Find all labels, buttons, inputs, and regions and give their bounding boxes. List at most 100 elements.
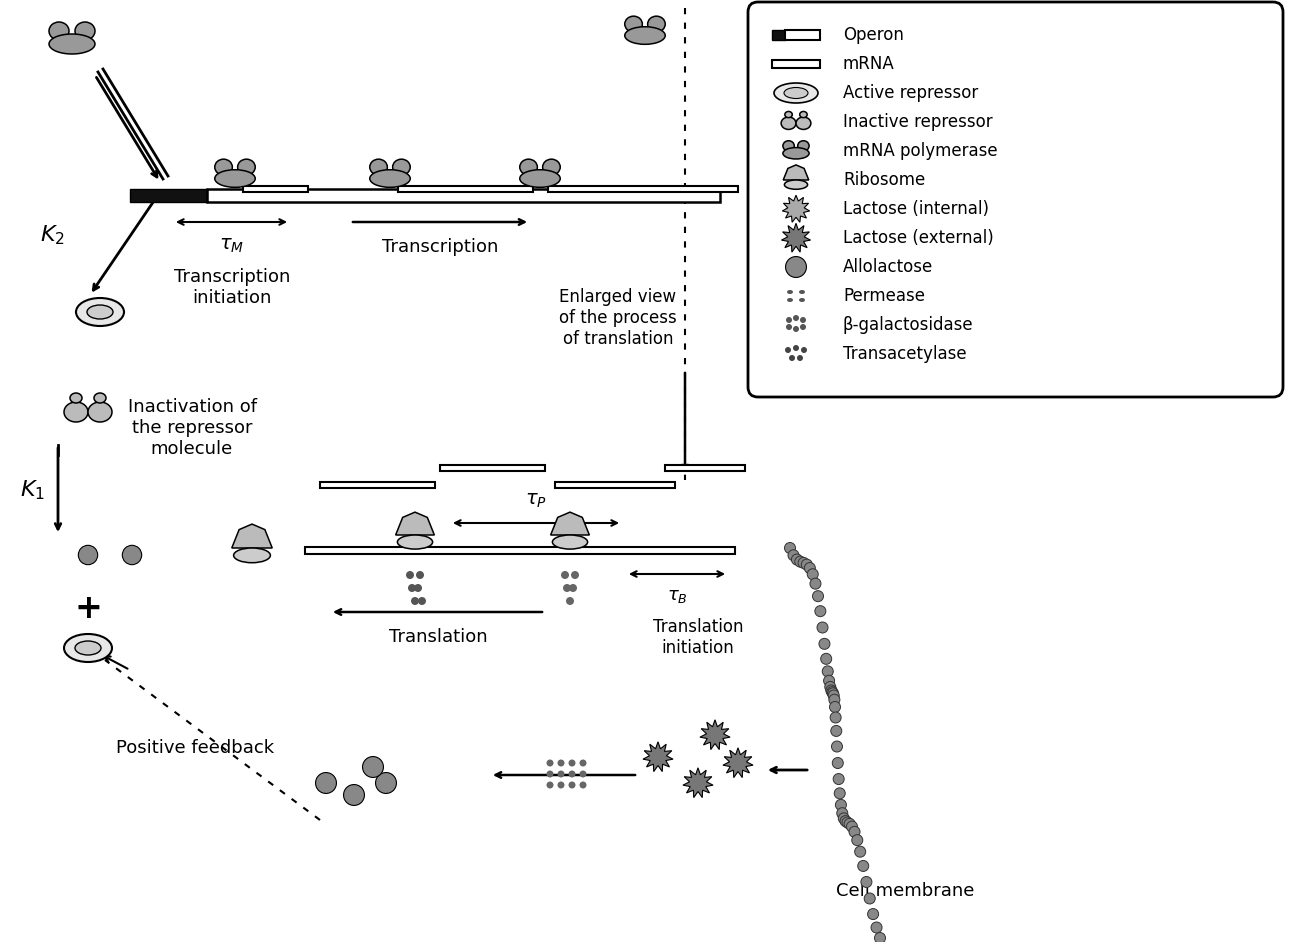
Circle shape [807, 569, 818, 579]
Text: Active repressor: Active repressor [843, 84, 979, 102]
Circle shape [791, 554, 803, 565]
Polygon shape [723, 748, 753, 777]
Ellipse shape [86, 305, 114, 319]
Circle shape [802, 560, 812, 570]
Text: Inactivation of
the repressor
molecule: Inactivation of the repressor molecule [128, 398, 257, 458]
Circle shape [785, 543, 795, 554]
Bar [547, 186, 738, 192]
Polygon shape [683, 768, 713, 798]
Ellipse shape [214, 170, 256, 187]
Circle shape [817, 622, 828, 633]
Circle shape [800, 317, 806, 323]
Ellipse shape [398, 535, 432, 549]
Text: Transacetylase: Transacetylase [843, 345, 967, 363]
Circle shape [568, 782, 576, 788]
Circle shape [416, 571, 423, 579]
Circle shape [826, 687, 838, 698]
Circle shape [569, 584, 577, 592]
Text: $K_1$: $K_1$ [19, 479, 44, 502]
Circle shape [580, 759, 586, 767]
Circle shape [793, 326, 799, 332]
Circle shape [546, 782, 554, 788]
Text: Enlarged view
of the process
of translation: Enlarged view of the process of translat… [559, 288, 676, 348]
Ellipse shape [542, 159, 560, 175]
Circle shape [565, 597, 574, 605]
Bar [555, 482, 675, 488]
Circle shape [828, 688, 839, 699]
Ellipse shape [799, 111, 807, 118]
Circle shape [842, 817, 853, 828]
Circle shape [797, 355, 803, 361]
Text: Positive feedback: Positive feedback [116, 739, 274, 757]
Circle shape [580, 782, 586, 788]
Circle shape [834, 788, 846, 799]
Ellipse shape [553, 535, 587, 549]
Circle shape [855, 846, 866, 857]
Text: mRNA polymerase: mRNA polymerase [843, 142, 998, 160]
Ellipse shape [520, 170, 560, 187]
Ellipse shape [785, 180, 808, 189]
Circle shape [558, 771, 564, 777]
Circle shape [847, 821, 857, 832]
Circle shape [822, 666, 833, 677]
Circle shape [874, 933, 886, 942]
Circle shape [830, 712, 842, 723]
Ellipse shape [648, 16, 665, 32]
Ellipse shape [214, 159, 232, 175]
Ellipse shape [799, 298, 806, 302]
Bar [243, 186, 309, 192]
Bar [305, 546, 735, 554]
Circle shape [793, 345, 799, 351]
Circle shape [558, 782, 564, 788]
Text: Lactose (internal): Lactose (internal) [843, 200, 989, 218]
Circle shape [831, 741, 843, 752]
Ellipse shape [788, 290, 793, 294]
Text: $\tau_P$: $\tau_P$ [525, 491, 547, 510]
Circle shape [800, 324, 806, 330]
Ellipse shape [798, 140, 809, 151]
Circle shape [857, 860, 869, 871]
Circle shape [563, 584, 571, 592]
Ellipse shape [75, 22, 96, 40]
Ellipse shape [625, 26, 665, 44]
Text: Translation
initiation: Translation initiation [653, 618, 744, 657]
Circle shape [405, 571, 414, 579]
Circle shape [414, 584, 422, 592]
Circle shape [812, 591, 824, 602]
Circle shape [829, 690, 839, 701]
Text: Cell membrane: Cell membrane [835, 882, 975, 900]
Circle shape [376, 772, 396, 793]
Bar [785, 30, 820, 40]
Ellipse shape [782, 148, 809, 159]
Bar [207, 188, 720, 202]
Ellipse shape [781, 117, 797, 129]
Circle shape [798, 558, 809, 568]
Text: β-galactosidase: β-galactosidase [843, 316, 973, 334]
Circle shape [831, 725, 842, 737]
Circle shape [546, 759, 554, 767]
Text: Translation: Translation [389, 628, 487, 646]
Circle shape [558, 759, 564, 767]
Circle shape [840, 816, 851, 827]
Ellipse shape [49, 34, 96, 54]
Circle shape [861, 876, 871, 887]
Circle shape [837, 807, 848, 819]
Ellipse shape [785, 111, 793, 118]
Ellipse shape [238, 159, 256, 175]
Circle shape [79, 545, 98, 564]
Text: $\tau_B$: $\tau_B$ [666, 587, 687, 605]
Circle shape [833, 757, 843, 769]
Bar [320, 482, 435, 488]
Ellipse shape [369, 170, 411, 187]
Circle shape [123, 545, 142, 564]
Circle shape [833, 773, 844, 785]
Polygon shape [643, 741, 673, 771]
Circle shape [838, 813, 849, 824]
Ellipse shape [49, 22, 68, 40]
Polygon shape [395, 512, 434, 535]
Polygon shape [551, 512, 590, 535]
Circle shape [835, 800, 847, 810]
Ellipse shape [782, 140, 794, 151]
Text: Ribosome: Ribosome [843, 171, 926, 189]
Circle shape [868, 909, 879, 919]
